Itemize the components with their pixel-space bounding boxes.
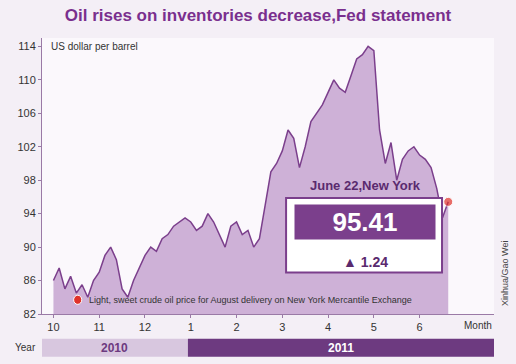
svg-text:98: 98	[24, 174, 36, 186]
svg-text:Year: Year	[15, 342, 36, 353]
svg-text:102: 102	[17, 141, 35, 153]
svg-text:1: 1	[188, 321, 194, 333]
svg-text:US dollar per barrel: US dollar per barrel	[51, 41, 138, 52]
svg-text:▲ 1.24: ▲ 1.24	[343, 254, 388, 270]
svg-text:11: 11	[94, 321, 105, 333]
svg-text:6: 6	[417, 321, 423, 333]
svg-text:10: 10	[47, 321, 59, 333]
svg-text:95.41: 95.41	[332, 207, 397, 237]
svg-text:Light, sweet crude oil price f: Light, sweet crude oil price for August …	[89, 295, 412, 305]
svg-text:3: 3	[279, 321, 285, 333]
svg-text:Oil rises on inventories decre: Oil rises on inventories decrease,Fed st…	[65, 6, 452, 25]
svg-text:5: 5	[371, 321, 377, 333]
svg-text:106: 106	[17, 107, 35, 119]
svg-text:2011: 2011	[328, 341, 354, 355]
svg-text:2: 2	[233, 321, 239, 333]
svg-text:2010: 2010	[101, 341, 128, 355]
svg-text:Month: Month	[464, 320, 492, 331]
svg-text:4: 4	[325, 321, 331, 333]
svg-text:94: 94	[24, 207, 36, 219]
svg-text:12: 12	[139, 321, 151, 333]
svg-text:86: 86	[24, 274, 36, 286]
svg-text:90: 90	[24, 241, 36, 253]
svg-text:June 22,New York: June 22,New York	[310, 178, 421, 193]
svg-text:82: 82	[24, 308, 36, 320]
svg-text:Xinhua/Gao Wei: Xinhua/Gao Wei	[500, 241, 510, 306]
svg-text:114: 114	[18, 40, 36, 52]
svg-text:110: 110	[18, 74, 36, 86]
